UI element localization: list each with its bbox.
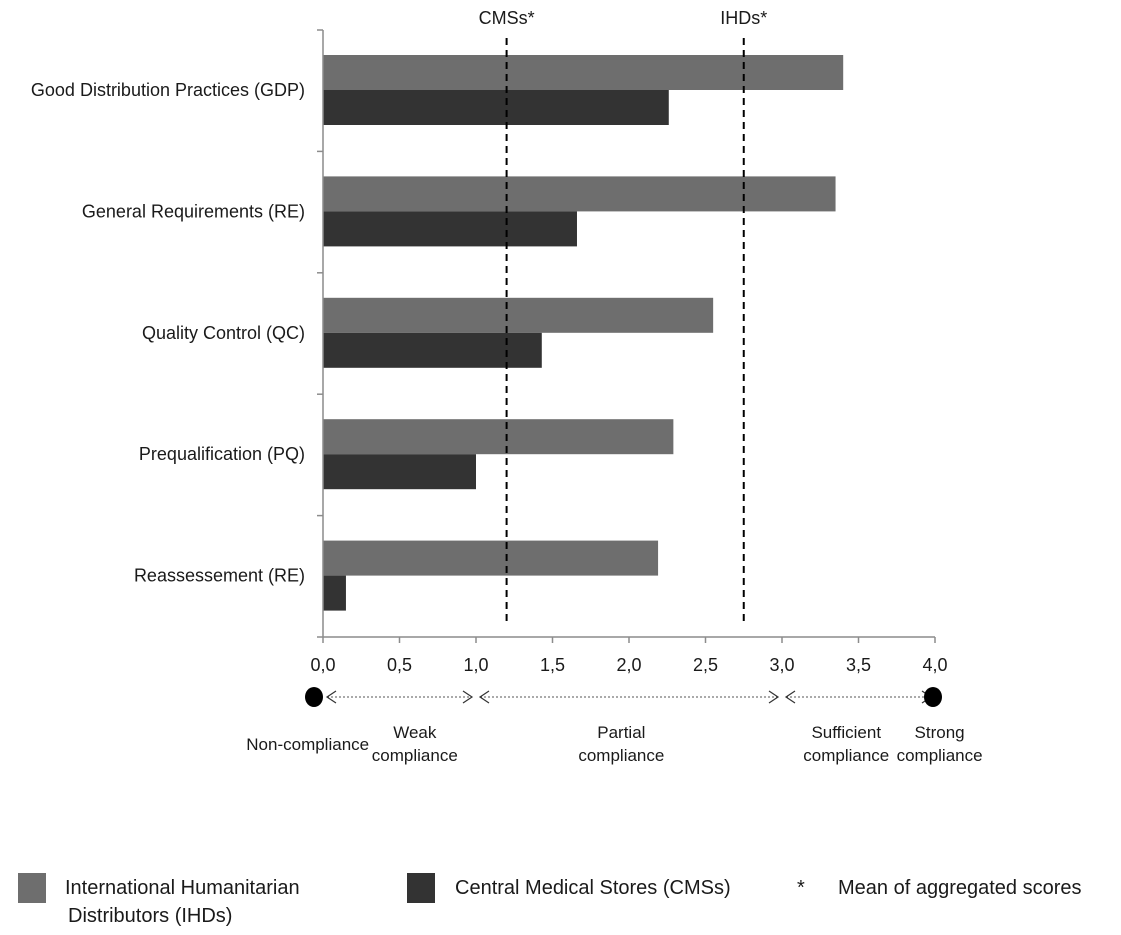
scale-arrow-right-0 (462, 690, 474, 704)
bar-series-1-3 (323, 454, 476, 490)
compliance-label-4-line-0: Strong (915, 723, 965, 742)
x-tick-label-8: 4,0 (922, 655, 947, 675)
legend-note-symbol: * (797, 877, 805, 899)
scale-endpoint-1 (924, 687, 942, 707)
compliance-label-2-line-0: Partial (597, 723, 645, 742)
x-tick-label-5: 2,5 (693, 655, 718, 675)
legend-label-ihds-line-0: International Humanitarian (65, 877, 300, 899)
x-tick-label-4: 2,0 (616, 655, 641, 675)
category-label-1: General Requirements (RE) (82, 201, 305, 221)
compliance-label-4-line-1: compliance (897, 746, 983, 765)
bar-series-0-3 (323, 419, 674, 455)
bar-series-1-4 (323, 575, 346, 611)
compliance-label-1-line-0: Weak (393, 723, 437, 742)
compliance-label-2-line-1: compliance (578, 746, 664, 765)
x-tick-label-6: 3,0 (769, 655, 794, 675)
x-tick-label-1: 0,5 (387, 655, 412, 675)
legend-swatch-cmss (407, 873, 435, 903)
legend-swatch-ihds (18, 873, 46, 903)
legend-note-text: Mean of aggregated scores (838, 877, 1082, 899)
bar-series-1-1 (323, 211, 577, 247)
bar-series-1-2 (323, 332, 542, 368)
reference-label-1: IHDs* (720, 8, 767, 28)
bar-series-0-1 (323, 176, 836, 212)
x-tick-label-0: 0,0 (310, 655, 335, 675)
category-label-4: Reassessement (RE) (134, 566, 305, 586)
scale-endpoint-0 (305, 687, 323, 707)
category-label-0: Good Distribution Practices (GDP) (31, 80, 305, 100)
bar-series-0-0 (323, 55, 844, 90)
scale-arrow-left-2 (784, 690, 796, 704)
compliance-label-3-line-1: compliance (803, 746, 889, 765)
x-tick-label-2: 1,0 (463, 655, 488, 675)
bar-series-0-2 (323, 297, 714, 333)
x-tick-label-3: 1,5 (540, 655, 565, 675)
category-label-3: Prequalification (PQ) (139, 444, 305, 464)
scale-arrow-left-0 (325, 690, 337, 704)
scale-arrow-right-1 (768, 690, 780, 704)
x-tick-label-7: 3,5 (846, 655, 871, 675)
legend-label-cmss: Central Medical Stores (CMSs) (455, 877, 731, 899)
scale-arrow-left-1 (478, 690, 490, 704)
bar-series-1-0 (323, 90, 669, 125)
reference-label-0: CMSs* (479, 8, 535, 28)
compliance-label-3-line-0: Sufficient (811, 723, 881, 742)
category-label-2: Quality Control (QC) (142, 323, 305, 343)
legend-label-ihds-line-1: Distributors (IHDs) (68, 905, 232, 927)
compliance-label-0-line-0: Non-compliance (246, 735, 369, 754)
bar-series-0-4 (323, 540, 659, 576)
compliance-label-1-line-1: compliance (372, 746, 458, 765)
